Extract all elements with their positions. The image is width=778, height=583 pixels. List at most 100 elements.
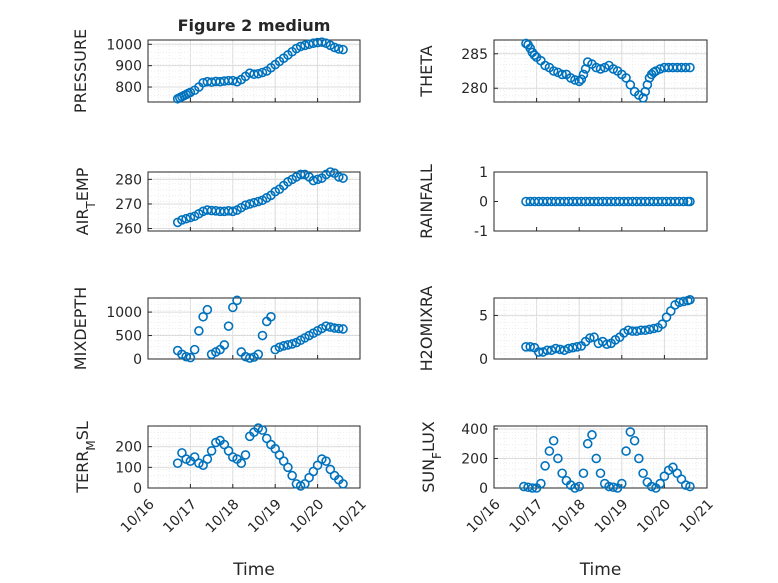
data-point — [638, 93, 648, 103]
data-point — [338, 173, 348, 183]
data-point — [578, 69, 589, 80]
data-point — [240, 450, 251, 460]
data-point — [308, 175, 319, 186]
data-point — [274, 342, 285, 353]
ylabel-part: M — [84, 440, 98, 450]
data-point — [257, 330, 268, 341]
data-point — [295, 41, 306, 52]
xtick-label: 10/20 — [288, 496, 328, 536]
data-point — [185, 352, 196, 363]
data-point — [563, 343, 574, 354]
data-point — [329, 42, 340, 53]
ytick-label: 900 — [115, 59, 142, 75]
axes-bottom-right: 0 200 400 10/16 10/17 10/18 10/19 10/20 10/21 SUN… — [419, 421, 717, 580]
xlabel: Time — [579, 560, 622, 580]
data-point — [228, 206, 238, 217]
data-point — [338, 324, 348, 334]
ytick-label: 280 — [115, 172, 142, 188]
data-point — [634, 453, 644, 464]
data-point — [621, 446, 631, 456]
data-point — [625, 427, 636, 437]
ylabel-part: H2OMIXRA — [417, 286, 436, 372]
ylabel: SUNFLUX — [419, 421, 444, 493]
data-point — [295, 169, 306, 180]
ylabel-part: AIR — [73, 209, 92, 236]
ytick-label: 200 — [461, 451, 488, 467]
data-point — [550, 343, 561, 354]
xtick-label: 10/18 — [549, 496, 589, 536]
data-point — [253, 196, 264, 207]
axes-row2-left: 260 270 280 AIRTEMP — [73, 167, 361, 238]
ylabel-part: F — [430, 452, 444, 459]
xtick-label: 10/16 — [464, 496, 504, 536]
data-point — [548, 66, 559, 76]
ytick-label: 285 — [461, 47, 488, 63]
data-point — [181, 351, 191, 362]
ytick-label: -1 — [474, 224, 488, 240]
axes-top-left: 800 900 1000 PRESSURE Figure 2 medium — [71, 16, 361, 113]
xtick-label: 10/19 — [592, 496, 632, 536]
data-point — [540, 461, 550, 471]
data-point — [185, 212, 196, 223]
data-point — [582, 438, 593, 449]
data-point — [236, 458, 247, 469]
data-point — [574, 481, 585, 492]
ytick-label: 1 — [479, 165, 488, 181]
ytick-label: 0 — [133, 352, 142, 368]
data-point — [525, 341, 536, 352]
data-point — [621, 73, 631, 83]
data-point — [223, 321, 234, 331]
ytick-label: 5 — [479, 308, 488, 324]
data-point — [287, 470, 297, 481]
xtick-label: 10/17 — [160, 496, 200, 536]
data-point — [570, 483, 580, 493]
data-point — [685, 481, 695, 492]
ytick-label: 0 — [479, 195, 488, 211]
data-point — [625, 79, 636, 90]
data-point — [244, 199, 255, 209]
data-point — [557, 468, 567, 479]
ytick-label: 0 — [479, 352, 488, 368]
axes-row3-right: 0 5 H2OMIXRA — [417, 286, 708, 372]
ylabel: PRESSURE — [71, 29, 90, 113]
ylabel: AIRTEMP — [73, 167, 98, 235]
ylabel: THETA — [417, 45, 436, 97]
data-point — [570, 75, 580, 85]
ylabel-part: LUX — [419, 421, 438, 452]
data-point — [338, 44, 348, 55]
ytick-label: 1000 — [106, 305, 142, 321]
ytick-label: 500 — [115, 329, 142, 345]
data-point — [249, 197, 259, 208]
data-point — [202, 304, 213, 315]
data-point — [638, 468, 648, 479]
ytick-label: 200 — [115, 440, 142, 456]
axes-box — [493, 297, 708, 360]
ylabel-part: T — [84, 201, 98, 210]
ytick-label: 1000 — [106, 37, 142, 53]
xtick-label: 10/16 — [118, 496, 158, 536]
data-point — [240, 200, 251, 210]
data-point — [232, 295, 242, 306]
data-point — [283, 340, 293, 350]
data-point — [257, 67, 268, 78]
data-point — [557, 69, 567, 80]
data-point — [333, 172, 344, 182]
ylabel-part: TERR — [73, 451, 92, 494]
data-point — [568, 342, 578, 353]
ytick-label: 400 — [461, 422, 488, 438]
data-point — [544, 446, 555, 456]
ylabel: RAINFALL — [417, 164, 436, 239]
data-point — [655, 478, 665, 489]
data-point — [177, 215, 187, 225]
data-point — [529, 50, 540, 60]
xtick-label: 10/18 — [203, 496, 243, 536]
ylabel-part: SL — [73, 421, 92, 440]
data-point — [312, 174, 323, 185]
ylabel-part: RAINFALL — [417, 164, 436, 239]
ytick-label: 0 — [479, 481, 488, 497]
data-point — [325, 167, 336, 177]
data-point — [674, 297, 685, 308]
data-point — [646, 481, 657, 492]
data-point — [644, 324, 655, 335]
